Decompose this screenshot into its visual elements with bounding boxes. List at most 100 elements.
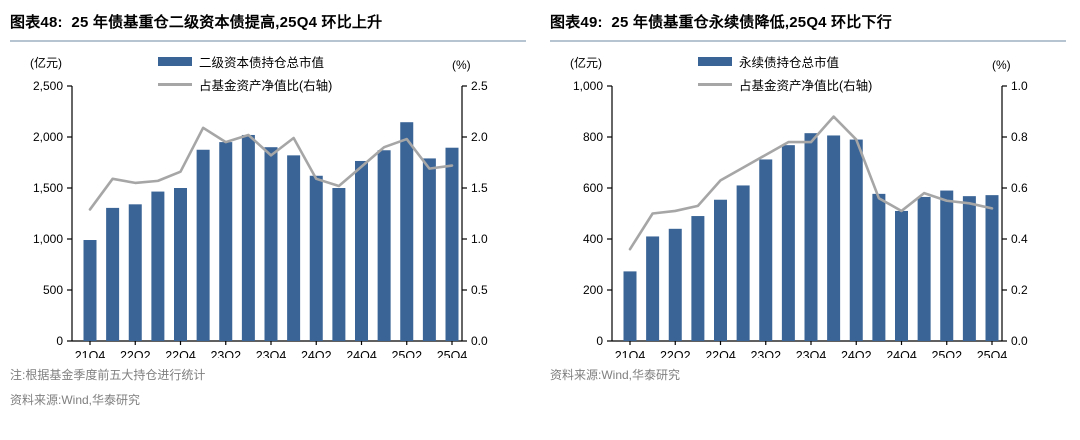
bar-25Q4: [985, 195, 999, 341]
left-axis-tick-label: 2,500: [33, 79, 63, 93]
left-axis-tick-label: 1,000: [33, 232, 63, 246]
bar-21Q4: [623, 271, 637, 341]
x-axis-label: 25Q4: [977, 349, 1008, 358]
bar-25Q2: [400, 122, 414, 342]
bar-22Q2: [128, 204, 142, 341]
right-axis-tick-label: 0.5: [471, 283, 488, 297]
chart-canvas-figure-48: 0 500 1,000 1,500 2,000 2,500 0.0 0.5 1.0 1.5 2.0 2…: [33, 79, 488, 358]
x-axis-label: 22Q2: [660, 349, 691, 358]
legend-row-line-series: 占基金资产净值比(右轴): [158, 75, 332, 94]
x-axis-label: 25Q2: [391, 349, 422, 358]
right-axis-tick-label: 1.0: [471, 232, 488, 246]
line-series-swatch: [158, 83, 192, 86]
x-axis-label: 23Q4: [796, 349, 827, 358]
right-axis-tick-label: 0.4: [1011, 232, 1028, 246]
x-axis-label: 21Q4: [615, 349, 646, 358]
left-axis-tick-label: 400: [583, 232, 603, 246]
x-axis-label: 22Q4: [705, 349, 736, 358]
bar-23Q4: [804, 133, 818, 341]
figure-49-panel: 图表49: 25 年债基重仓永续债降低,25Q4 环比下行 (亿元) (%) 永…: [540, 0, 1080, 440]
bar-25Q4: [445, 147, 459, 341]
bar-23Q2: [759, 159, 773, 341]
bar-23Q1: [196, 149, 210, 341]
bar-22Q1: [106, 207, 120, 341]
legend: 二级资本债持仓总市值 占基金资产净值比(右轴): [158, 52, 332, 94]
x-axis-label: 25Q2: [931, 349, 962, 358]
left-axis-tick-label: 600: [583, 181, 603, 195]
bar-series-swatch: [698, 57, 732, 66]
x-axis-label: 23Q2: [210, 349, 241, 358]
left-axis-tick-label: 200: [583, 283, 603, 297]
bar-24Q4: [895, 210, 908, 341]
bar-23Q3: [241, 134, 255, 341]
left-axis-tick-label: 0: [596, 334, 603, 348]
right-axis-tick-label: 0.0: [1011, 334, 1028, 348]
bar-22Q4: [714, 199, 727, 341]
bar-series-swatch: [158, 57, 192, 66]
bar-21Q4: [83, 240, 97, 341]
right-axis-tick-label: 2.5: [471, 79, 488, 93]
footnote: 注:根据基金季度前五大持仓进行统计: [10, 368, 206, 382]
bar-25Q1: [377, 150, 391, 341]
left-axis-tick-label: 2,000: [33, 130, 63, 144]
right-axis-tick-label: 1.0: [1011, 79, 1028, 93]
legend: 永续债持仓总市值 占基金资产净值比(右轴): [698, 52, 872, 94]
x-axis-label: 21Q4: [75, 349, 106, 358]
figure-48-panel: 图表48: 25 年债基重仓二级资本债提高,25Q4 环比上升 (亿元) (%)…: [10, 6, 526, 412]
legend-row-bar-series: 永续债持仓总市值: [698, 52, 872, 71]
bar-25Q3: [422, 158, 436, 341]
right-axis-tick-label: 0.8: [1011, 130, 1028, 144]
figure-48-title: 图表48: 25 年债基重仓二级资本债提高,25Q4 环比上升: [10, 6, 526, 42]
source-note: 资料来源:Wind,华泰研究: [550, 368, 681, 382]
bar-22Q4: [174, 188, 187, 341]
bar-23Q3: [781, 145, 795, 341]
x-axis-label: 24Q2: [841, 349, 872, 358]
source-note: 资料来源:Wind,华泰研究: [10, 392, 141, 407]
x-axis-label: 22Q2: [120, 349, 151, 358]
line-series-label: 占基金资产净值比(右轴): [199, 79, 333, 93]
x-axis-label: 23Q4: [256, 349, 287, 358]
right-axis-unit-label: (%): [452, 58, 471, 72]
x-axis-label: 24Q4: [346, 349, 377, 358]
chart-canvas-figure-49: 0 200 400 600 800 1,000 0.0 0.2 0.4 0.6 0.8 1.0 21Q4…: [573, 79, 1028, 358]
legend-row-bar-series: 二级资本债持仓总市值: [158, 52, 332, 71]
bar-24Q1: [287, 155, 301, 341]
x-axis-label: 22Q4: [165, 349, 196, 358]
x-axis-label: 24Q2: [301, 349, 332, 358]
bar-23Q2: [219, 142, 233, 341]
x-axis-label: 25Q4: [437, 349, 468, 358]
bar-23Q1: [736, 185, 750, 341]
bar-24Q3: [872, 193, 886, 341]
bar-24Q2: [309, 175, 323, 341]
figure-49-chart: (亿元) (%) 永续债持仓总市值 占基金资产净值比(右轴) 0 200 400 60…: [550, 42, 1066, 360]
figure-49-title: 图表49: 25 年债基重仓永续债降低,25Q4 环比下行: [550, 6, 1066, 42]
x-axis-label: 24Q4: [886, 349, 917, 358]
bar-series-label: 二级资本债持仓总市值: [199, 56, 325, 70]
left-axis-tick-label: 1,000: [573, 79, 603, 93]
bar-22Q1: [646, 236, 660, 341]
bar-24Q2: [849, 139, 863, 341]
right-axis-tick-label: 0.2: [1011, 283, 1028, 297]
x-axis-label: 23Q2: [750, 349, 781, 358]
left-axis-tick-label: 800: [583, 130, 603, 144]
figure-48-footnotes: 注:根据基金季度前五大持仓进行统计 资料来源:Wind,华泰研究: [10, 363, 526, 412]
bar-22Q3: [691, 216, 705, 341]
line-series-label: 占基金资产净值比(右轴): [739, 79, 873, 93]
figure-49-footnotes: 资料来源:Wind,华泰研究: [550, 363, 1066, 388]
ratio-line: [628, 115, 994, 251]
bar-25Q1: [917, 196, 931, 341]
figure-48-chart: (亿元) (%) 二级资本债持仓总市值 占基金资产净值比(右轴) 0 500 1,0…: [10, 42, 526, 360]
bar-24Q1: [827, 135, 841, 341]
bar-22Q2: [668, 228, 682, 341]
bar-22Q3: [151, 191, 165, 341]
bar-24Q4: [355, 160, 368, 341]
bar-25Q3: [962, 196, 976, 341]
right-axis-unit-label: (%): [992, 58, 1011, 72]
right-axis-tick-label: 0.0: [471, 334, 488, 348]
line-series-swatch: [698, 83, 732, 86]
ratio-line: [88, 126, 454, 211]
left-axis-tick-label: 1,500: [33, 181, 63, 195]
bar-series-label: 永续债持仓总市值: [739, 56, 840, 70]
bar-24Q3: [332, 188, 346, 341]
